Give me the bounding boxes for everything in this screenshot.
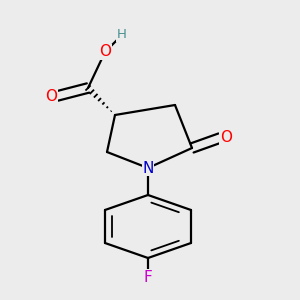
Text: F: F: [144, 269, 152, 284]
Text: O: O: [220, 130, 232, 146]
Text: O: O: [45, 88, 57, 104]
Text: O: O: [99, 44, 111, 59]
Text: H: H: [117, 28, 127, 41]
Text: N: N: [142, 160, 154, 175]
